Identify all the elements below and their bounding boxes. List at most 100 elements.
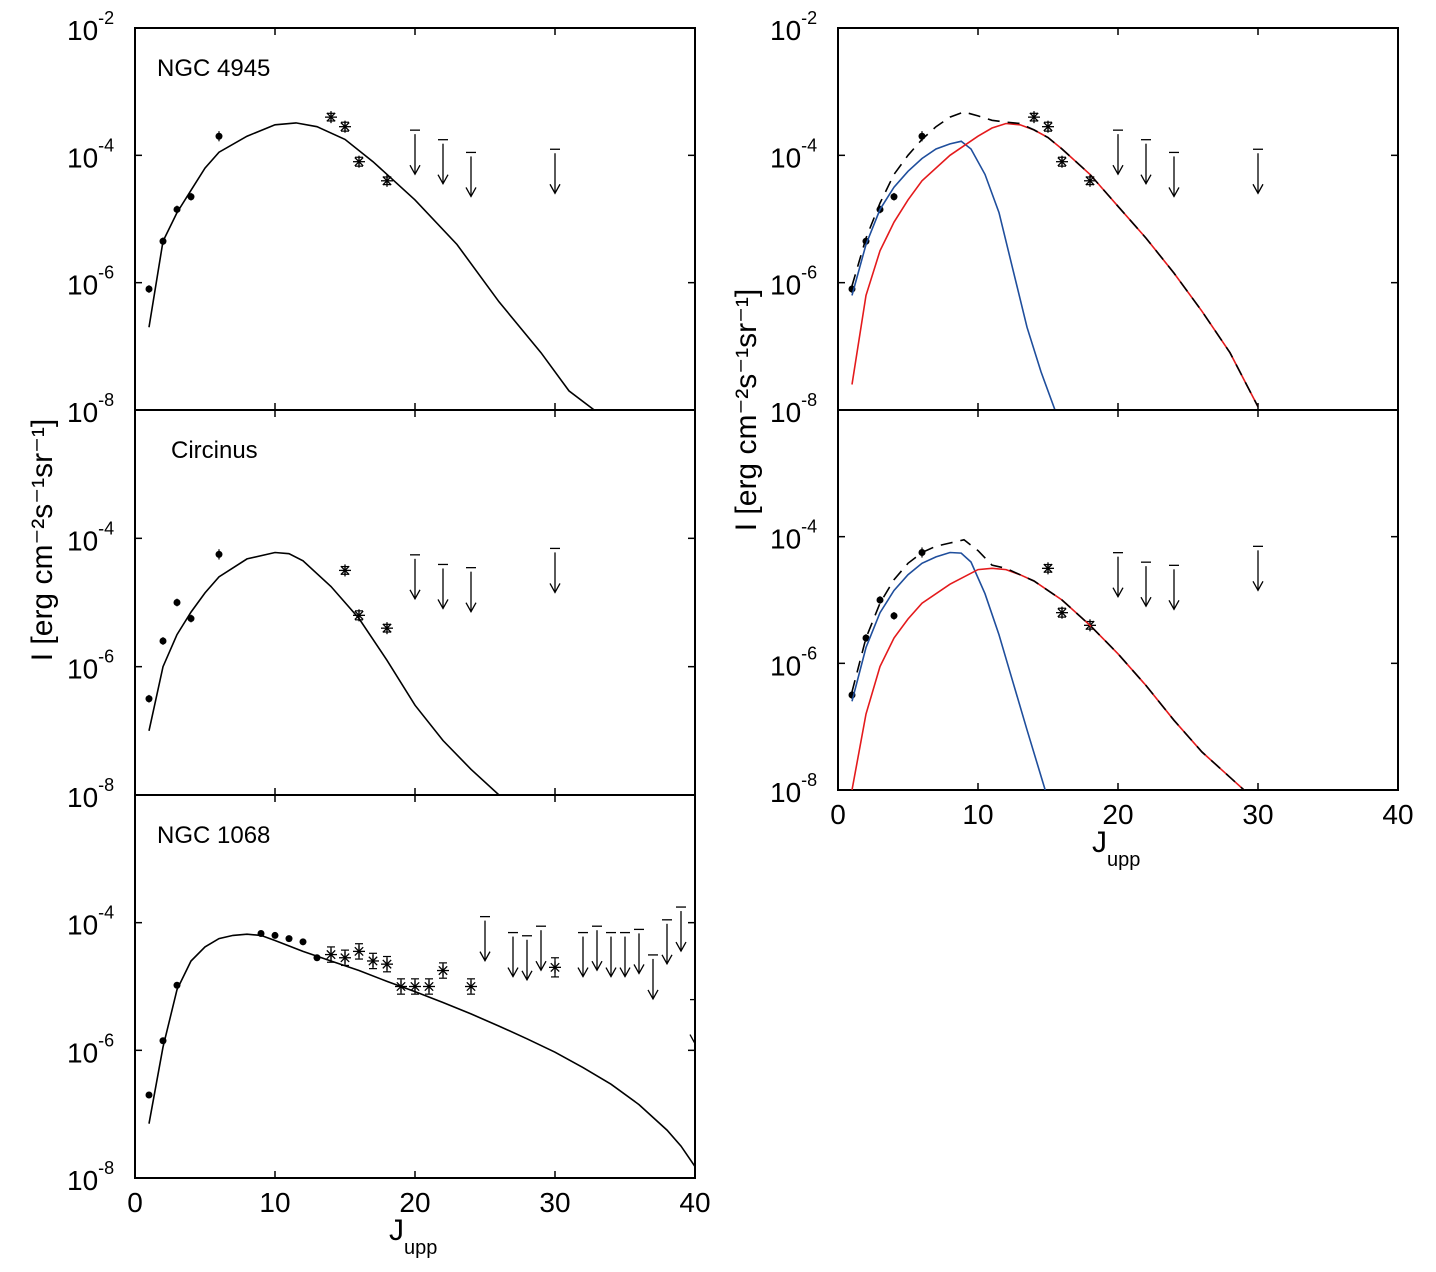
model-curve [148,551,500,795]
y-tick-label: 10-8 [770,390,817,428]
star-stroke [340,953,350,963]
x-tick-label: 30 [1242,799,1273,830]
y-tick-label: 10-4 [770,135,817,173]
y-tick-label-base: 10 [67,654,98,685]
y-tick-label: 10-4 [67,518,114,556]
y-tick-label-base: 10 [770,142,801,173]
data-point-dot [890,193,898,201]
y-tick-label-exp: -4 [801,135,817,155]
upper-limit-arrow [661,919,673,966]
data-point-dot [145,695,153,703]
upper-limit-arrow [1252,148,1264,195]
upper-limit-head [409,164,421,176]
data-point-star [353,943,365,960]
data-point-star [549,957,561,978]
plot-data [848,538,1264,790]
x-tick-label: 20 [399,1187,430,1218]
model-curve [851,140,1056,410]
upper-limit-arrow [689,998,695,1045]
y-tick-label-base: 10 [770,777,801,808]
star-stroke [354,157,364,167]
upper-limit-head [521,970,533,982]
upper-limit-head [1112,587,1124,599]
star-stroke [1043,563,1053,573]
y-tick-label-exp: -4 [98,135,114,155]
y-tick-label-base: 10 [67,782,98,813]
star-stroke [424,981,434,992]
model-curve [851,551,1046,790]
upper-limit-head [605,967,617,978]
data-point-star [1042,562,1054,575]
x-tick-label: 10 [259,1187,290,1218]
data-point-star [381,955,393,973]
upper-limit-arrow [619,931,631,978]
data-point-dot [187,615,195,623]
y-tick-label: 10-6 [67,1030,114,1068]
y-tick-label-exp: -8 [801,770,817,790]
upper-limit-arrow [577,931,589,978]
x-axis-label-sub: upp [404,1237,437,1259]
y-tick-label-base: 10 [770,15,801,46]
upper-limit-head [479,951,491,962]
data-point-star [1056,155,1068,168]
upper-limit-arrow [437,563,449,610]
upper-limit-arrow [591,925,603,972]
data-point-dot [890,612,898,620]
y-tick-label: 10-6 [770,263,817,301]
y-tick-label-base: 10 [67,142,98,173]
star-stroke [354,610,364,620]
upper-limit-head [661,954,673,966]
data-point-star [367,952,379,970]
y-tick-label-exp: -4 [98,903,114,923]
y-tick-label-base: 10 [67,910,98,941]
plot-data [848,111,1264,410]
panel-title: Circinus [171,437,258,464]
y-tick-label-exp: -2 [98,8,114,28]
star-stroke [1057,608,1067,618]
upper-limit-arrow [409,129,421,176]
star-stroke [340,565,350,576]
y-tick-label-exp: -8 [98,775,114,795]
y-tick-label: 10-6 [770,643,817,681]
y-tick-label-base: 10 [770,650,801,681]
data-point-dot [271,931,279,939]
y-tick-label-exp: -8 [98,1158,114,1178]
y-tick-label: 10-8 [67,1158,114,1196]
upper-limit-arrow [1112,129,1124,176]
upper-limit-head [507,967,519,978]
plot-frame [837,27,1399,411]
upper-limit-head [1140,174,1152,186]
upper-limit-arrow [1168,151,1180,198]
plot-data [145,906,695,1167]
data-point-star [465,978,477,995]
y-tick-label-base: 10 [67,1037,98,1068]
upper-limit-arrow [535,925,547,972]
upper-limit-head [633,964,645,975]
y-tick-label: 10-4 [67,135,114,173]
upper-limit-head [535,960,547,972]
upper-limit-arrow [1140,139,1152,186]
y-tick-label-exp: -6 [801,643,817,663]
y-tick-label-exp: -6 [801,263,817,283]
upper-limit-arrow [1112,552,1124,599]
model-curve [851,567,1245,790]
upper-limit-arrow [409,554,421,601]
y-tick-label-base: 10 [67,1165,98,1196]
y-tick-label: 10-8 [770,770,817,808]
star-stroke [368,956,378,966]
y-tick-label-base: 10 [67,15,98,46]
data-point-dot [173,599,181,606]
y-tick-label-exp: -8 [98,390,114,410]
upper-limit-head [437,174,449,186]
panel-title: NGC 4945 [157,55,270,82]
y-axis-label-right: I [erg cm⁻²s⁻¹sr⁻¹] [730,289,763,532]
upper-limit-head [619,967,631,978]
x-axis-label: Jupp [389,1214,437,1259]
upper-limit-head [549,183,561,195]
star-stroke [340,122,350,132]
data-point-dot [876,596,884,604]
y-tick-label-exp: -4 [98,518,114,538]
